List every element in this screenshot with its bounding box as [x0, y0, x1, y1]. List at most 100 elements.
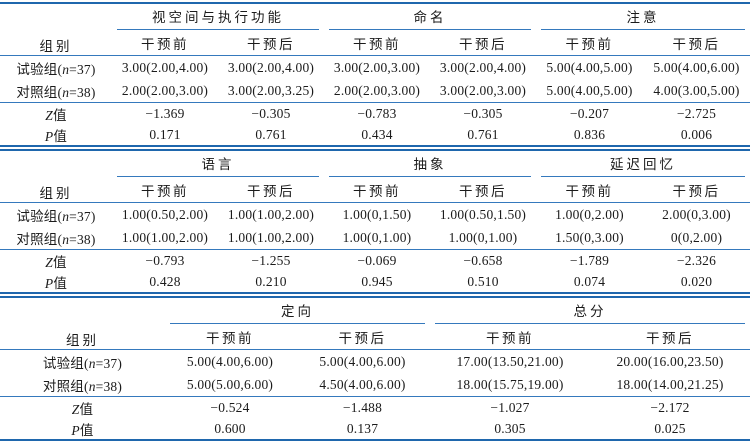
value-cell: 5.00(4.00,5.00): [546, 59, 633, 75]
subheader-pre: 干预前: [112, 30, 218, 56]
table-section-1: 组别 视空间与执行功能 命名 注意 干预前 干预后 干预前 干预后 干预前 干预…: [0, 2, 750, 147]
subheader-row: 干预前 干预后 干预前 干预后 干预前 干预后: [0, 177, 750, 203]
row-label-p: P值: [0, 124, 112, 146]
p-value-cell: 0.761: [255, 126, 287, 142]
row-label-text: 值: [53, 254, 67, 270]
row-label-control: 对照组(n=38): [0, 79, 112, 103]
subheader-post: 干预后: [430, 30, 536, 56]
value-cell: 5.00(4.00,5.00): [536, 79, 643, 103]
row-label-p: P值: [0, 418, 165, 440]
value-cell: 1.00(1.00,2.00): [112, 226, 218, 250]
subheader-post: 干预后: [430, 177, 536, 203]
value-cell: 1.00(0,2.00): [555, 206, 624, 222]
measure-title: 总分: [435, 300, 745, 324]
p-value-cell: 0.020: [680, 273, 713, 289]
z-value-row: Z值 −0.524 −1.488 −1.027 −2.172: [0, 397, 750, 419]
value-cell: 5.00(4.00,6.00): [319, 353, 406, 369]
value-cell: 4.00(3.00,5.00): [643, 79, 750, 103]
p-value-cell: 0.137: [346, 420, 379, 436]
measure-header-abstraction: 抽象: [324, 150, 536, 177]
z-value-row: Z值 −0.793 −1.255 −0.069 −0.658 −1.789 −2…: [0, 250, 750, 272]
p-value-cell: 0.600: [214, 420, 246, 436]
value-cell: 3.00(2.00,4.00): [121, 59, 209, 75]
p-value-cell: 0.761: [467, 126, 499, 142]
measure-title: 延迟回忆: [541, 153, 745, 177]
control-group-row: 对照组(n=38) 5.00(5.00,6.00) 4.50(4.00,6.00…: [0, 373, 750, 397]
experimental-group-row: 试验组(n=37) 1.00(0.50,2.00) 1.00(1.00,2.00…: [0, 203, 750, 227]
row-label-italic-n: n: [88, 378, 96, 394]
row-label-text: =37): [69, 61, 96, 77]
row-label-experimental: 试验组(n=37): [0, 203, 112, 227]
z-value-cell: −0.069: [357, 252, 397, 268]
row-label-text: =37): [69, 208, 96, 224]
z-value-cell: −0.658: [463, 252, 503, 268]
row-label-z: Z值: [0, 397, 165, 419]
row-label-text: 值: [53, 128, 68, 144]
p-value-cell: 0.510: [467, 273, 499, 289]
subheader-pre: 干预前: [112, 177, 218, 203]
row-label-italic-n: n: [62, 61, 70, 77]
subheader-post: 干预后: [643, 30, 750, 56]
row-label-text: 试验组(: [16, 208, 63, 224]
measure-header-total-score: 总分: [430, 297, 750, 324]
subheader-post: 干预后: [295, 324, 430, 350]
subheader-pre: 干预前: [165, 324, 295, 350]
experimental-group-row: 试验组(n=37) 5.00(4.00,6.00) 5.00(4.00,6.00…: [0, 350, 750, 374]
row-label-italic-n: n: [88, 355, 96, 371]
p-value-row: P值 0.428 0.210 0.945 0.510 0.074 0.020: [0, 271, 750, 293]
p-value-cell: 0.210: [255, 273, 287, 289]
measure-header-row: 组别 语言 抽象 延迟回忆: [0, 150, 750, 203]
p-value-row: P值 0.600 0.137 0.305 0.025: [0, 418, 750, 440]
z-value-cell: −0.524: [210, 399, 250, 415]
row-label-text: =38): [95, 378, 123, 394]
value-cell: 1.50(0,3.00): [536, 226, 643, 250]
group-column-header: 组别: [0, 3, 112, 56]
row-label-italic-z: Z: [71, 401, 80, 417]
subheader-row: 干预前 干预后 干预前 干预后: [0, 324, 750, 350]
value-cell: 1.00(0.50,1.50): [439, 206, 527, 222]
row-label-text: 值: [53, 107, 67, 123]
value-cell: 1.00(1.00,2.00): [218, 226, 324, 250]
z-value-cell: −2.172: [650, 399, 690, 415]
row-label-z: Z值: [0, 103, 112, 125]
table-section-3: 组别 定向 总分 干预前 干预后 干预前 干预后 试验组(n=37) 5.00(…: [0, 296, 750, 441]
measure-title: 定向: [170, 300, 425, 324]
z-value-cell: −1.027: [490, 399, 530, 415]
subheader-post: 干预后: [218, 177, 324, 203]
row-label-experimental: 试验组(n=37): [0, 350, 165, 374]
z-value-cell: −0.305: [251, 105, 291, 121]
row-label-text: 对照组(: [16, 231, 63, 247]
subheader-row: 干预前 干预后 干预前 干预后 干预前 干预后: [0, 30, 750, 56]
experimental-group-row: 试验组(n=37) 3.00(2.00,4.00) 3.00(2.00,4.00…: [0, 56, 750, 80]
value-cell: 1.00(1.00,2.00): [227, 206, 315, 222]
measure-title: 语言: [117, 153, 319, 177]
p-value-cell: 0.945: [361, 273, 393, 289]
p-value-cell: 0.428: [149, 273, 181, 289]
value-cell: 3.00(2.00,3.00): [430, 79, 536, 103]
p-value-row: P值 0.171 0.761 0.434 0.761 0.836 0.006: [0, 124, 750, 146]
value-cell: 0(0,2.00): [643, 226, 750, 250]
value-cell: 3.00(2.00,3.25): [218, 79, 324, 103]
group-column-header: 组别: [0, 297, 165, 350]
row-label-text: 对照组(: [42, 378, 89, 394]
p-value-cell: 0.171: [149, 126, 181, 142]
z-value-cell: −0.305: [463, 105, 503, 121]
z-value-row: Z值 −1.369 −0.305 −0.783 −0.305 −0.207 −2…: [0, 103, 750, 125]
row-label-italic-p: P: [71, 422, 80, 438]
row-label-italic-n: n: [62, 208, 70, 224]
z-value-cell: −1.488: [342, 399, 383, 415]
value-cell: 5.00(4.00,6.00): [653, 59, 740, 75]
value-cell: 1.00(0,1.00): [430, 226, 536, 250]
p-value-cell: 0.074: [573, 273, 606, 289]
value-cell: 18.00(15.75,19.00): [430, 373, 590, 397]
value-cell: 5.00(4.00,6.00): [186, 353, 274, 369]
row-label-italic-p: P: [44, 128, 54, 144]
value-cell: 18.00(14.00,21.25): [590, 373, 750, 397]
z-value-cell: −1.789: [569, 252, 610, 268]
row-label-italic-p: P: [44, 275, 54, 291]
row-label-text: 值: [53, 275, 68, 291]
value-cell: 3.00(2.00,4.00): [439, 59, 527, 75]
row-label-text: =38): [69, 231, 96, 247]
z-value-cell: −0.793: [145, 252, 185, 268]
